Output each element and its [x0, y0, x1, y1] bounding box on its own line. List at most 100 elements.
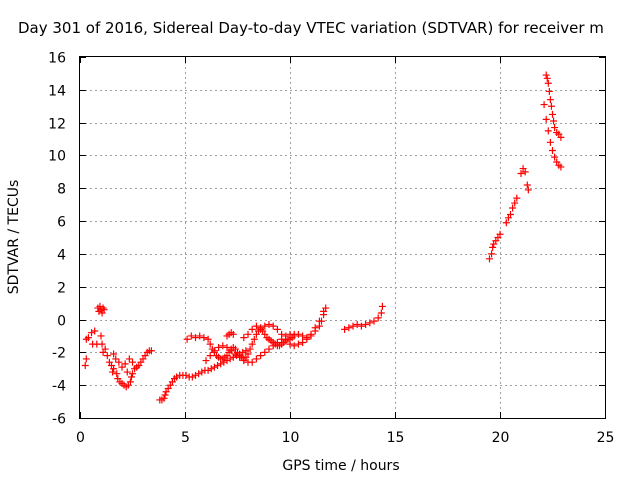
data-point — [162, 392, 169, 399]
data-point — [109, 369, 116, 376]
x-tick-label: 25 — [597, 430, 615, 446]
y-tick-label: 8 — [57, 182, 66, 198]
data-point — [524, 181, 531, 188]
data-point — [253, 355, 260, 362]
data-point — [350, 323, 357, 330]
data-point — [299, 339, 306, 346]
data-point — [200, 334, 207, 341]
data-point — [119, 364, 126, 371]
data-point — [274, 326, 281, 333]
data-point — [113, 370, 120, 377]
data-point — [341, 326, 348, 333]
data-point — [83, 355, 90, 362]
data-point — [240, 334, 247, 341]
grid-lines — [80, 57, 605, 418]
data-point — [308, 331, 315, 338]
data-point — [249, 359, 256, 366]
data-point — [208, 365, 215, 372]
y-tick-label: -4 — [52, 379, 66, 395]
data-point — [378, 309, 385, 316]
data-point — [205, 367, 212, 374]
data-point — [88, 329, 95, 336]
data-point — [188, 332, 195, 339]
data-point — [545, 127, 552, 134]
data-point — [129, 359, 136, 366]
x-tick-label: 0 — [76, 430, 85, 446]
data-point — [547, 139, 554, 146]
data-point — [122, 360, 129, 367]
data-point — [549, 111, 556, 118]
data-point — [215, 344, 222, 351]
data-point — [544, 75, 551, 82]
y-axis-label: SDTVAR / TECUs — [6, 180, 22, 295]
data-point — [249, 326, 256, 333]
y-tick-label: -6 — [52, 412, 66, 428]
data-point — [128, 373, 135, 380]
data-point — [183, 372, 190, 379]
y-tick-label: 10 — [48, 149, 66, 165]
data-point — [99, 341, 106, 348]
data-point — [192, 372, 199, 379]
data-point — [245, 331, 252, 338]
data-point — [219, 342, 226, 349]
data-point — [547, 96, 554, 103]
data-point — [278, 331, 285, 338]
y-tick-label: 4 — [57, 248, 66, 264]
y-tick-label: 14 — [48, 84, 66, 100]
axis-ticks: 0 5 10 15 20 25-6-4-20246810121416 — [48, 51, 614, 447]
data-point — [261, 349, 268, 356]
data-point — [543, 72, 550, 79]
data-point — [104, 352, 111, 359]
data-point — [354, 321, 361, 328]
data-point — [270, 323, 277, 330]
data-point — [82, 362, 89, 369]
data-point — [126, 355, 133, 362]
y-tick-label: -2 — [52, 346, 66, 362]
data-point — [489, 244, 496, 251]
data-point — [266, 321, 273, 328]
y-tick-label: 0 — [57, 314, 66, 330]
data-point — [214, 362, 221, 369]
data-point — [312, 324, 319, 331]
data-point — [184, 336, 191, 343]
x-tick-label: 15 — [387, 430, 405, 446]
x-tick-label: 5 — [181, 430, 190, 446]
y-tick-label: 6 — [57, 215, 66, 231]
data-point — [371, 318, 378, 325]
data-point — [189, 373, 196, 380]
chart-title: Day 301 of 2016, Sidereal Day-to-day VTE… — [18, 19, 604, 37]
data-point — [195, 370, 202, 377]
data-point — [192, 334, 199, 341]
data-point — [362, 321, 369, 328]
data-point — [98, 332, 105, 339]
data-point — [379, 303, 386, 310]
data-point — [541, 101, 548, 108]
data-point — [220, 359, 227, 366]
data-point — [546, 88, 553, 95]
data-point — [291, 342, 298, 349]
y-tick-label: 2 — [57, 281, 66, 297]
data-point — [203, 357, 210, 364]
data-point — [227, 355, 234, 362]
x-tick-label: 20 — [492, 430, 510, 446]
data-points — [82, 72, 565, 404]
data-point — [366, 319, 373, 326]
x-axis-label: GPS time / hours — [282, 458, 399, 474]
data-point — [303, 336, 310, 343]
data-point — [299, 332, 306, 339]
data-point — [196, 332, 203, 339]
data-point — [345, 324, 352, 331]
data-point — [115, 359, 122, 366]
plot-frame — [80, 57, 606, 419]
data-point — [207, 352, 214, 359]
data-point — [257, 352, 264, 359]
y-tick-label: 12 — [48, 117, 66, 133]
data-point — [295, 331, 302, 338]
data-point — [358, 323, 365, 330]
data-point — [266, 346, 273, 353]
data-point — [91, 328, 98, 335]
data-point — [545, 80, 552, 87]
x-tick-label: 10 — [282, 430, 300, 446]
data-point — [543, 116, 550, 123]
